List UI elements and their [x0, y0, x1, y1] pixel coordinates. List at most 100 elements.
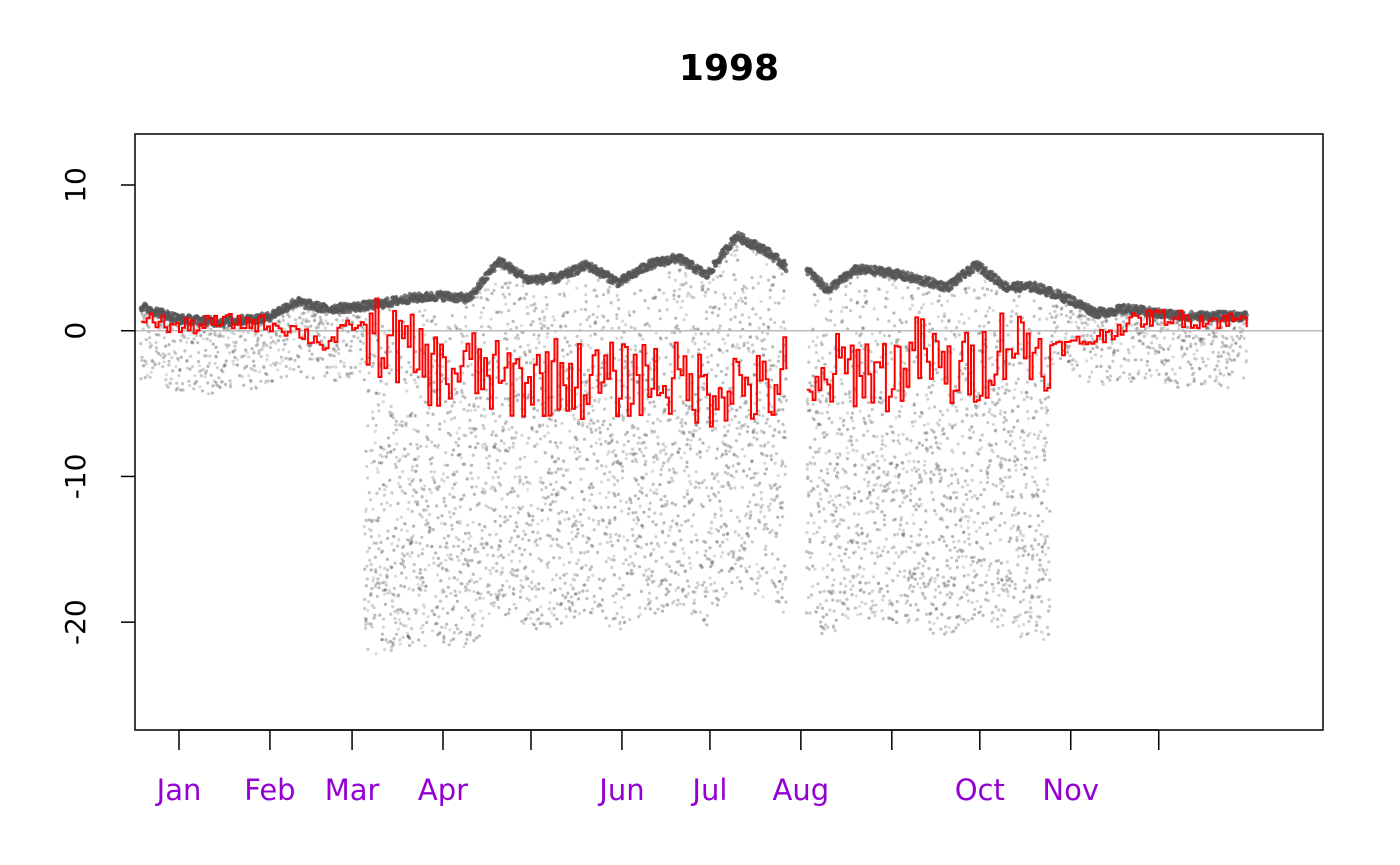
data-point — [882, 545, 886, 549]
data-point — [408, 414, 413, 418]
data-point — [390, 645, 394, 649]
data-point — [896, 338, 900, 342]
data-point — [394, 621, 398, 625]
data-point — [561, 473, 566, 478]
data-point — [593, 288, 597, 292]
data-point — [926, 397, 930, 401]
data-point — [288, 357, 292, 361]
data-point — [955, 409, 959, 413]
data-point — [848, 502, 852, 506]
data-point — [727, 466, 731, 470]
data-point — [714, 374, 718, 378]
data-point — [318, 315, 322, 319]
data-point — [387, 588, 391, 592]
data-point — [723, 302, 727, 306]
data-point — [494, 592, 498, 596]
data-point — [693, 485, 698, 489]
data-point — [724, 443, 728, 447]
data-point — [440, 373, 444, 377]
data-point — [600, 361, 605, 365]
data-point — [469, 534, 473, 538]
data-point — [629, 571, 633, 575]
data-point — [719, 555, 723, 559]
data-point — [468, 544, 473, 548]
data-point — [306, 310, 310, 314]
data-point — [471, 520, 475, 524]
data-point — [451, 486, 455, 490]
data-point — [893, 474, 897, 478]
data-point — [891, 490, 895, 494]
data-point — [321, 357, 325, 361]
data-point — [529, 323, 533, 327]
data-point — [404, 576, 408, 580]
data-point — [892, 561, 896, 566]
data-point — [437, 564, 441, 568]
data-point — [345, 372, 349, 376]
data-point — [427, 529, 431, 533]
data-point — [719, 514, 723, 518]
data-point — [1024, 586, 1028, 590]
data-point — [535, 543, 539, 547]
data-point — [615, 316, 619, 320]
data-point — [781, 582, 785, 586]
data-point — [144, 338, 148, 342]
data-point — [332, 378, 336, 382]
data-point — [274, 331, 278, 335]
data-point — [373, 568, 378, 572]
data-point — [513, 349, 517, 353]
data-point — [550, 492, 554, 497]
data-point — [985, 521, 989, 525]
data-point — [927, 343, 931, 347]
data-point — [568, 344, 572, 348]
data-point — [566, 468, 570, 472]
data-point — [427, 563, 431, 567]
data-point — [963, 479, 968, 483]
data-point — [514, 394, 518, 398]
data-point — [450, 527, 454, 531]
data-point — [1025, 566, 1029, 571]
data-point — [659, 338, 663, 342]
data-point — [467, 559, 471, 563]
data-point — [1009, 319, 1013, 323]
data-point — [866, 401, 870, 405]
data-point — [1014, 618, 1018, 622]
data-point — [933, 436, 938, 440]
data-point — [487, 462, 491, 466]
data-point — [946, 583, 950, 587]
data-point — [388, 350, 392, 354]
data-point — [682, 318, 686, 322]
data-point — [619, 499, 623, 503]
data-point — [836, 462, 840, 466]
data-point — [859, 344, 863, 348]
data-point — [364, 518, 368, 523]
data-point — [439, 561, 443, 565]
data-point — [906, 613, 910, 617]
data-point — [477, 522, 481, 527]
data-point — [553, 408, 557, 412]
data-point — [743, 541, 747, 545]
data-point — [864, 581, 868, 585]
data-point — [561, 314, 565, 318]
data-point — [689, 482, 693, 486]
data-point — [499, 310, 504, 314]
data-point — [552, 606, 556, 611]
data-point — [813, 293, 817, 297]
data-point — [857, 512, 861, 516]
data-point — [479, 542, 483, 546]
data-point — [859, 556, 864, 560]
data-point — [429, 491, 433, 495]
data-point — [902, 575, 907, 579]
data-point — [589, 481, 594, 486]
data-point — [503, 336, 507, 341]
data-point — [730, 407, 734, 411]
data-point — [662, 448, 666, 452]
data-point — [878, 590, 882, 594]
data-point — [547, 471, 551, 475]
data-point — [736, 258, 740, 262]
data-point — [636, 545, 641, 549]
data-point — [261, 344, 265, 348]
data-point — [633, 494, 637, 498]
data-point — [667, 275, 671, 279]
data-point — [383, 566, 387, 571]
data-point — [751, 307, 755, 311]
